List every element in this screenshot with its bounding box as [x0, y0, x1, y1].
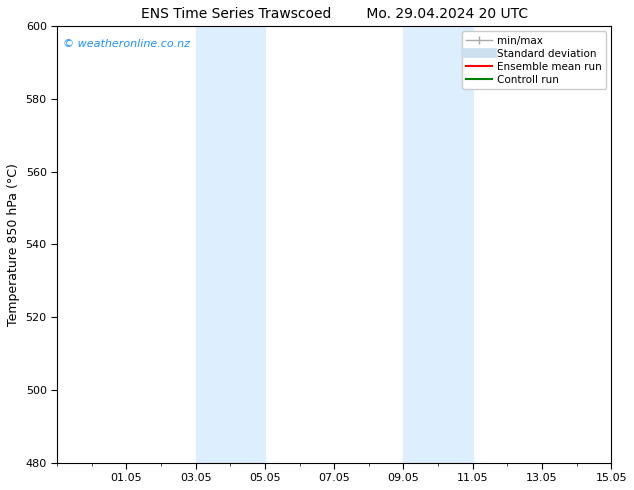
Text: © weatheronline.co.nz: © weatheronline.co.nz — [63, 39, 190, 49]
Title: ENS Time Series Trawscoed        Mo. 29.04.2024 20 UTC: ENS Time Series Trawscoed Mo. 29.04.2024… — [141, 7, 527, 21]
Y-axis label: Temperature 850 hPa (°C): Temperature 850 hPa (°C) — [7, 163, 20, 326]
Bar — [196, 26, 265, 463]
Bar — [403, 26, 473, 463]
Legend: min/max, Standard deviation, Ensemble mean run, Controll run: min/max, Standard deviation, Ensemble me… — [462, 31, 606, 89]
